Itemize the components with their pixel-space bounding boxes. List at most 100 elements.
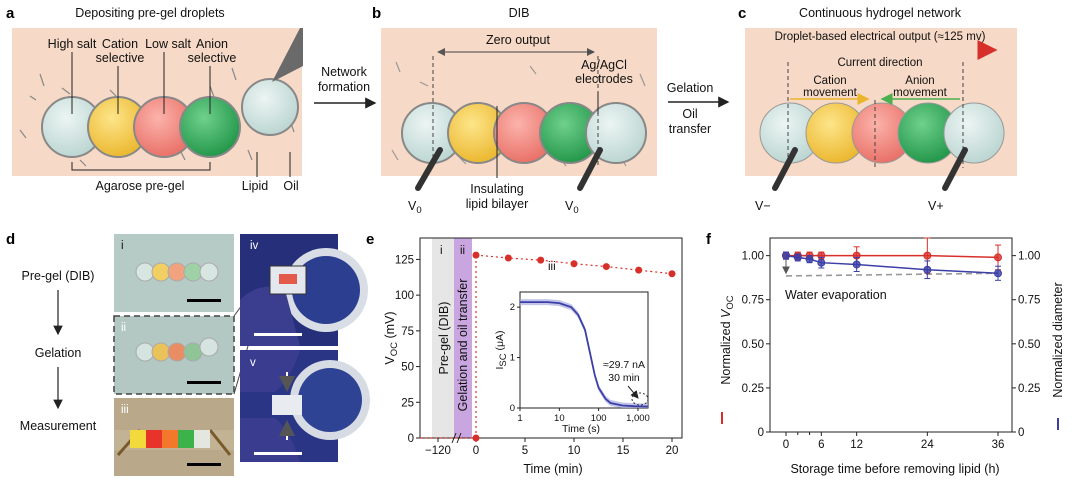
label-electrodes-1: Ag/AgCl [581,58,627,72]
panel-d: d Pre-gel (DIB) Gelation Measurement i [6,231,370,476]
arrow-ab-line2: formation [318,80,370,94]
f-xtick-label: 6 [818,439,824,451]
label-cation-move-2: movement [803,87,857,99]
e-xtick-label: 5 [522,445,528,457]
e-point [570,260,578,268]
e-point [668,270,676,278]
panel-a-title: Depositing pre-gel droplets [75,6,224,20]
label-lipid: Lipid [242,179,268,193]
photo-v: v [240,350,370,462]
f-xtick-label: 36 [992,439,1005,451]
arrow-bc-line2: Oil [682,107,697,121]
e-frame [419,237,683,439]
e-point [472,251,480,259]
label-current: Current direction [837,57,922,69]
f-ylabel-left: Normalized VOC [719,295,736,384]
label-agarose: Agarose pre-gel [96,179,185,193]
panel-label-d: d [6,231,15,248]
photo-iii-label: iii [121,404,129,416]
e-point [602,263,610,271]
inset-ytick-label: 1 [510,353,515,364]
inset-bg [514,290,649,410]
f-ytick-right-label: 0.75 [1018,295,1040,307]
e-ytick-label: 75 [401,326,414,338]
label-cation-move-1: Cation [813,75,846,87]
inset-curve [520,299,649,408]
e-ytick-label: 25 [401,397,414,409]
panel-label-e: e [366,231,374,248]
f-annotation: Water evaporation [785,288,887,302]
e-xtick-label: 10 [568,445,581,457]
f-xtick-label: 12 [850,439,863,451]
f-ytick-right-label: 0 [1018,427,1024,439]
label-v0-left: V0 [408,199,422,216]
panel-c-title: Continuous hydrogel network [799,6,962,20]
photo-v-label: v [250,357,256,369]
label-output: Droplet-based electrical output (≈125 mv… [775,31,986,43]
f-point [994,253,1002,262]
label-anion-1: Anion [196,37,228,51]
e-ytick-label: 50 [401,362,414,374]
inset-annotation-2: 30 min [608,372,640,384]
label-cation-1: Cation [102,37,138,51]
f-xlabel: Storage time before removing lipid (h) [790,462,999,476]
f-frame [769,237,1013,433]
inset-xtick-label: 1,000 [626,413,650,424]
panel-b: b DIB Zero output Ag/AgCl electrodes Ins… [372,5,657,216]
f-ylabel-right: Normalized diameter [1051,282,1065,397]
e-ytick-label: 100 [395,290,414,302]
f-ytick-left-label: 0.50 [742,339,764,351]
e-ylabel: VOC (mV) [383,311,400,364]
e-ytick-label: 125 [395,254,414,266]
label-gelation: Gelation [35,346,82,360]
droplet-row-a [41,96,241,158]
f-trend-line [785,272,999,277]
f-ytick-left-label: 0.25 [742,383,764,395]
pipette-tip [272,28,303,82]
f-point [793,253,802,262]
e-point-pregel [472,434,480,442]
e-axis-break [451,432,462,444]
photo-ii: ii [113,315,235,395]
f-ytick-left-label: 0 [758,427,764,439]
f-point [923,251,932,260]
photo-iv-label: iv [250,240,259,252]
label-high-salt: High salt [48,37,97,51]
f-point [817,258,826,267]
label-anion-2: selective [188,51,237,65]
region-i-label: i [440,245,443,257]
region-iii-label: iii [548,261,556,273]
f-xtick-label: 0 [783,439,789,451]
arrow-bc-line3: transfer [669,122,711,136]
e-xtick-label: 15 [617,445,630,457]
e-xtick-label: −120 [425,445,451,457]
photo-iii: iii [114,398,234,476]
label-pre-gel: Pre-gel (DIB) [22,269,95,283]
f-point [852,260,861,269]
label-anion-move-1: Anion [905,75,934,87]
inset-xtick-label: 100 [591,413,607,424]
label-v0-right: V0 [565,199,579,216]
inset-series-line [520,301,649,408]
arrow-ab-line1: Network [321,65,368,79]
panel-label-c: c [738,5,746,22]
photo-i-label: i [121,240,124,252]
label-cation-2: selective [96,51,145,65]
panel-f-series [782,237,1002,281]
f-ytick-right-label: 1.00 [1018,251,1040,263]
f-ytick-right-label: 0.25 [1018,383,1040,395]
arrow-network-formation: Network formation [314,65,377,109]
pregel-vertical: Pre-gel (DIB) [437,302,451,375]
e-ytick-label: 0 [408,433,414,445]
photo-i: i [114,234,234,312]
label-zero-output: Zero output [486,33,550,47]
label-measurement: Measurement [20,419,97,433]
inset-annotation-1: ≈29.7 nA [603,359,645,371]
inset-xtick-label: 1 [517,413,522,424]
e-xtick-label: 20 [666,445,679,457]
arrow-bc-line1: Gelation [667,81,714,95]
inset-ytick-label: 2 [510,302,515,313]
label-v-plus: V+ [928,199,944,213]
panel-label-f: f [706,231,712,248]
